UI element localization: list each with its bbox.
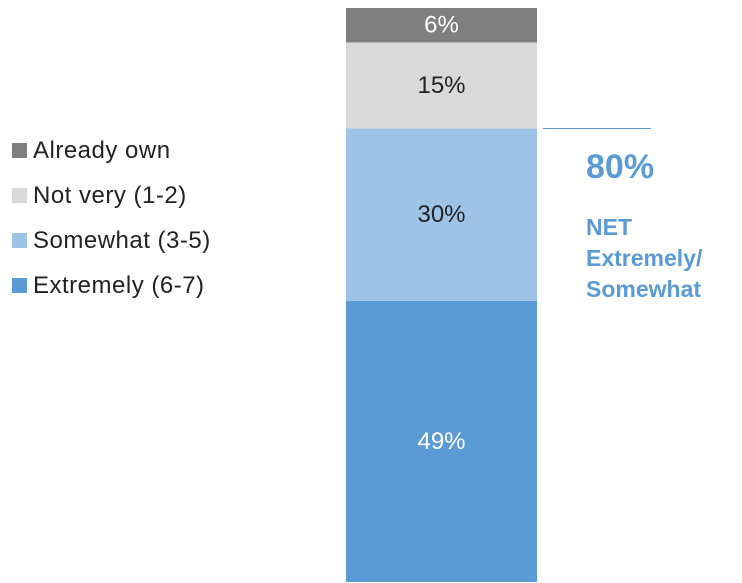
bar-segment-not-very-1-2 (346, 42, 537, 129)
data-label-not-very-1-2: 15% (417, 72, 465, 99)
legend-item-not-very-1-2: Not very (1-2) (12, 173, 211, 218)
net-bracket-line (543, 128, 651, 129)
legend-item-already-own: Already own (12, 128, 211, 173)
bar-segment-extremely-6-7 (346, 300, 537, 582)
legend-item-extremely-6-7: Extremely (6-7) (12, 263, 211, 308)
data-label-somewhat-3-5: 30% (417, 201, 465, 228)
data-label-extremely-6-7: 49% (417, 428, 465, 455)
legend-label-not-very-1-2: Not very (1-2) (33, 181, 187, 209)
legend-label-extremely-6-7: Extremely (6-7) (33, 271, 205, 299)
legend-swatch-not-very-1-2 (12, 188, 27, 203)
net-value: 80% (586, 148, 655, 186)
net-label: NET Extremely/ Somewhat (586, 214, 703, 302)
legend: Already own Not very (1-2) Somewhat (3-5) E… (12, 128, 211, 308)
legend-label-already-own: Already own (33, 136, 171, 164)
legend-swatch-extremely-6-7 (12, 278, 27, 293)
bar-segment-somewhat-3-5 (346, 128, 537, 301)
data-label-already-own: 6% (424, 12, 459, 39)
legend-swatch-already-own (12, 143, 27, 158)
legend-label-somewhat-3-5: Somewhat (3-5) (33, 226, 211, 254)
legend-item-somewhat-3-5: Somewhat (3-5) (12, 218, 211, 263)
bar-segment-already-own (346, 8, 537, 43)
legend-swatch-somewhat-3-5 (12, 233, 27, 248)
